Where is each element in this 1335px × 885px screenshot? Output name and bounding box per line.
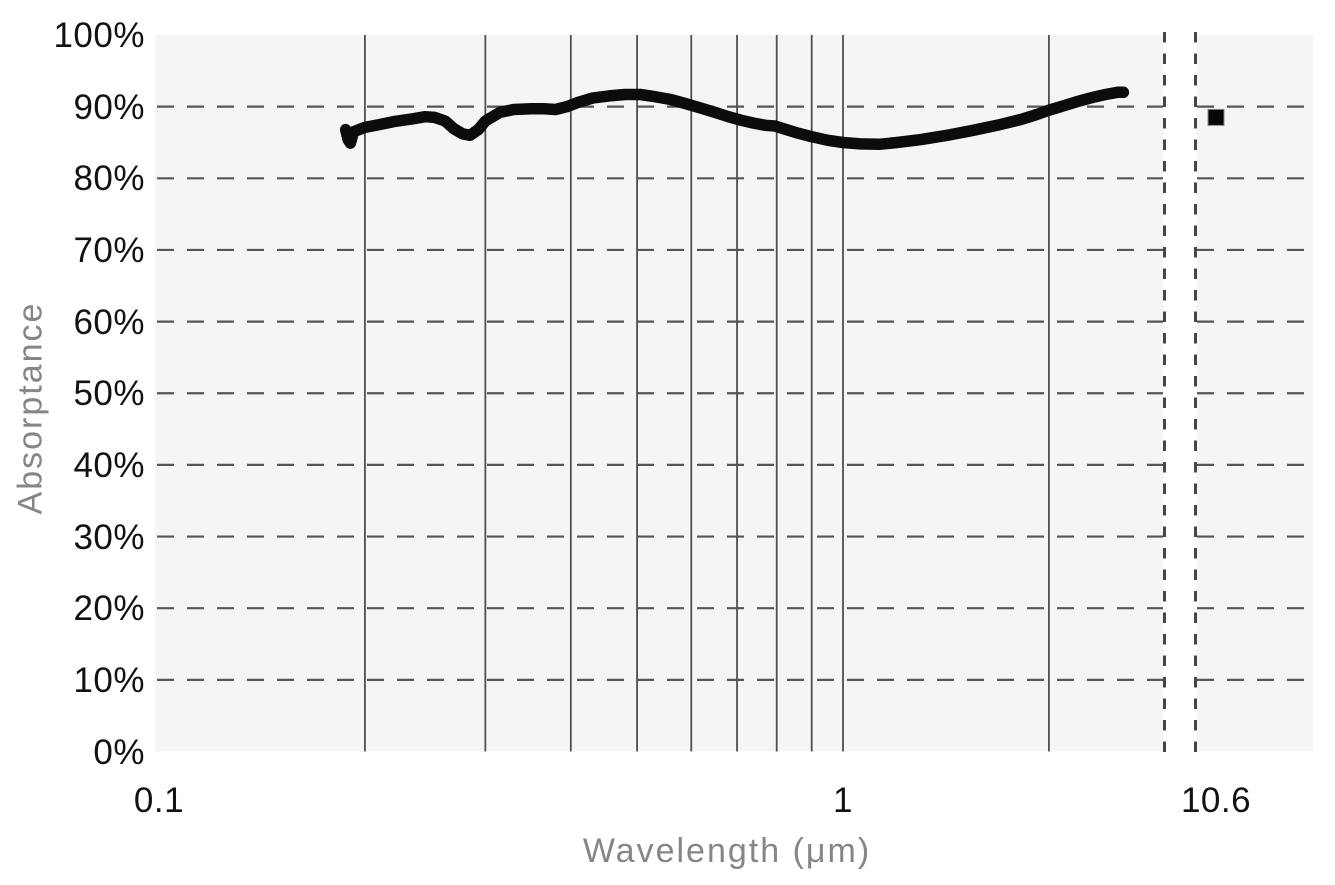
y-tick-label-30: 30% <box>73 517 145 557</box>
y-tick-label-50: 50% <box>73 374 145 414</box>
y-tick-label-60: 60% <box>73 302 145 342</box>
x-tick-label-1: 1 <box>833 781 853 820</box>
y-tick-label-90: 90% <box>73 87 145 127</box>
absorptance-curve <box>339 86 1130 151</box>
y-tick-label-20: 20% <box>73 589 145 629</box>
x-axis-title: Wavelength (μm) <box>582 832 872 870</box>
x-tick-label-10.6: 10.6 <box>1180 781 1252 820</box>
data-point-10-6um <box>1207 108 1225 126</box>
y-tick-label-70: 70% <box>73 230 145 270</box>
y-tick-label-0: 0% <box>93 732 145 772</box>
y-axis-title: Absorptance <box>11 301 50 515</box>
y-tick-label-10: 10% <box>73 660 145 700</box>
y-tick-label-100: 100% <box>53 16 145 55</box>
y-tick-label-80: 80% <box>73 159 145 199</box>
y-tick-label-40: 40% <box>73 445 145 485</box>
x-tick-label-0.1: 0.1 <box>133 781 185 820</box>
